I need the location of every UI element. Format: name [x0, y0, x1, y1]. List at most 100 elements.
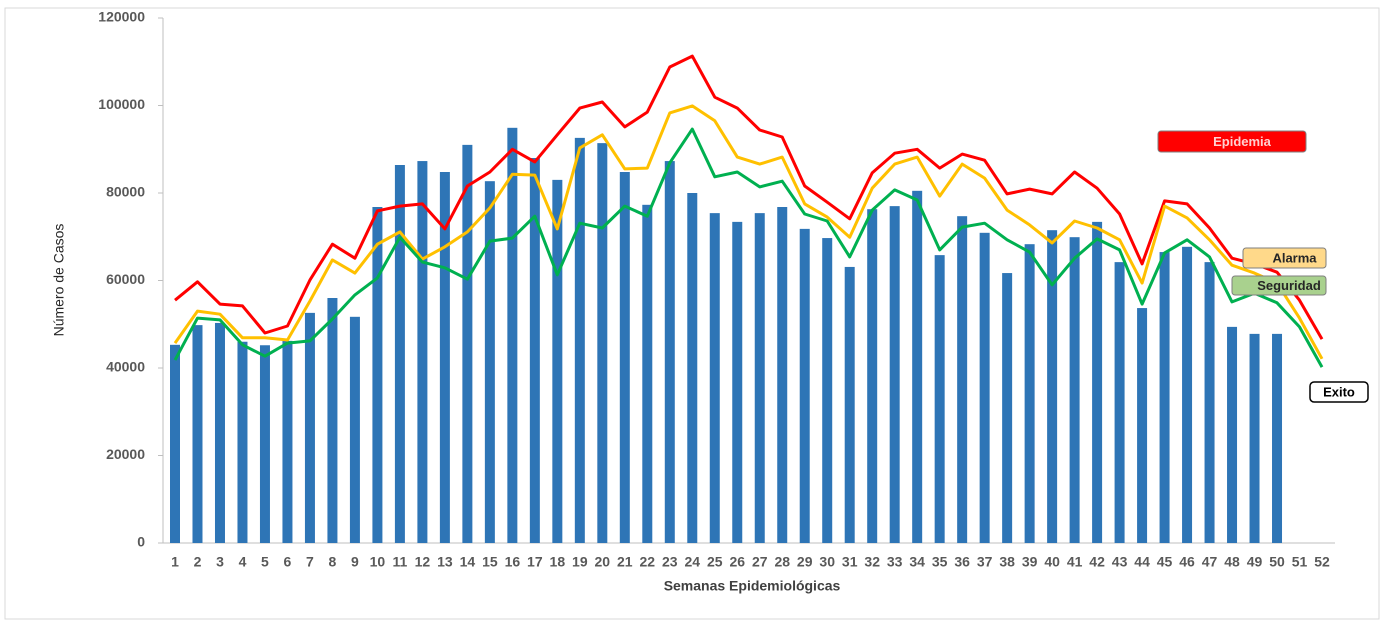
x-tick-label: 25	[707, 554, 723, 570]
x-tick-label: 7	[306, 554, 314, 570]
y-tick-label: 20000	[106, 446, 145, 462]
x-tick-label: 34	[909, 554, 925, 570]
x-tick-label: 50	[1269, 554, 1285, 570]
bar	[259, 345, 270, 543]
x-axis-title: Semanas Epidemiológicas	[664, 578, 841, 594]
x-tick-label: 31	[842, 554, 858, 570]
x-tick-label: 12	[415, 554, 431, 570]
x-tick-label: 5	[261, 554, 269, 570]
bar	[912, 190, 923, 543]
bar	[1159, 252, 1170, 543]
x-tick-label: 33	[887, 554, 903, 570]
bar	[1092, 221, 1103, 543]
y-axis-title: Número de Casos	[51, 224, 67, 337]
x-tick-label: 35	[932, 554, 948, 570]
bar	[529, 158, 540, 543]
x-tick-label: 20	[595, 554, 611, 570]
x-tick-label: 17	[527, 554, 543, 570]
y-tick-label: 80000	[106, 184, 145, 200]
legend-box	[1157, 130, 1307, 153]
bar	[507, 127, 518, 543]
annotation: Exito	[1323, 384, 1355, 399]
bar	[799, 228, 810, 543]
bar	[889, 206, 900, 543]
x-tick-label: 52	[1314, 554, 1330, 570]
x-tick-label: 37	[977, 554, 993, 570]
x-tick-label: 21	[617, 554, 633, 570]
y-tick-label: 120000	[98, 9, 145, 25]
bar	[1024, 244, 1035, 543]
x-tick-label: 10	[370, 554, 386, 570]
bar	[1002, 273, 1013, 543]
bar	[687, 193, 698, 543]
bar	[957, 216, 968, 543]
bar	[934, 255, 945, 543]
bar	[1137, 308, 1148, 543]
x-tick-label: 39	[1022, 554, 1038, 570]
bar	[214, 322, 225, 543]
bar	[484, 181, 495, 543]
bar	[597, 143, 608, 543]
y-tick-label: 100000	[98, 96, 145, 112]
bar	[349, 316, 360, 543]
bar	[192, 325, 203, 543]
x-tick-label: 6	[284, 554, 292, 570]
bar	[439, 172, 450, 543]
bar	[1182, 246, 1193, 543]
x-tick-label: 11	[392, 554, 407, 570]
bar	[282, 340, 293, 543]
x-tick-label: 38	[999, 554, 1015, 570]
bar	[237, 341, 248, 543]
bar	[822, 238, 833, 543]
bar	[642, 204, 653, 543]
line-series	[173, 104, 1324, 360]
x-tick-label: 26	[729, 554, 745, 570]
bar	[1272, 333, 1283, 543]
bar	[1204, 262, 1215, 543]
x-tick-label: 49	[1247, 554, 1263, 570]
bar	[664, 161, 675, 543]
bar	[777, 207, 788, 543]
x-tick-label: 23	[662, 554, 678, 570]
x-tick-label: 15	[482, 554, 498, 570]
bar	[1249, 333, 1260, 543]
legend-box	[1242, 247, 1327, 269]
x-tick-label: 8	[329, 554, 337, 570]
x-tick-label: 47	[1202, 554, 1218, 570]
x-tick-label: 16	[505, 554, 521, 570]
y-tick-label: 60000	[106, 271, 145, 287]
bar	[574, 137, 585, 543]
bar	[327, 298, 338, 543]
bar	[170, 344, 180, 543]
bar	[462, 144, 473, 543]
bar	[1047, 230, 1058, 543]
x-tick-label: 30	[819, 554, 835, 570]
x-tick-label: 27	[752, 554, 768, 570]
x-tick-label: 44	[1134, 554, 1150, 570]
bar	[552, 179, 563, 543]
chart-frame	[4, 7, 1380, 620]
bar	[1227, 326, 1238, 543]
x-tick-label: 48	[1224, 554, 1240, 570]
bar	[979, 232, 990, 543]
bar	[394, 165, 405, 543]
bar	[754, 213, 765, 543]
bar	[732, 221, 743, 543]
x-tick-label: 41	[1067, 554, 1083, 570]
bar	[844, 266, 855, 543]
bar	[709, 213, 720, 543]
x-tick-label: 19	[572, 554, 588, 570]
bar	[619, 172, 630, 543]
x-tick-label: 4	[239, 554, 247, 570]
x-tick-label: 9	[351, 554, 359, 570]
y-tick-label: 0	[137, 534, 145, 550]
legend-label: Epidemia	[1213, 134, 1272, 149]
line-series	[173, 127, 1324, 368]
x-tick-label: 14	[460, 554, 476, 570]
x-tick-label: 18	[550, 554, 566, 570]
bar	[1069, 237, 1080, 543]
bar	[304, 312, 315, 543]
x-tick-label: 32	[864, 554, 880, 570]
bar	[417, 161, 428, 543]
